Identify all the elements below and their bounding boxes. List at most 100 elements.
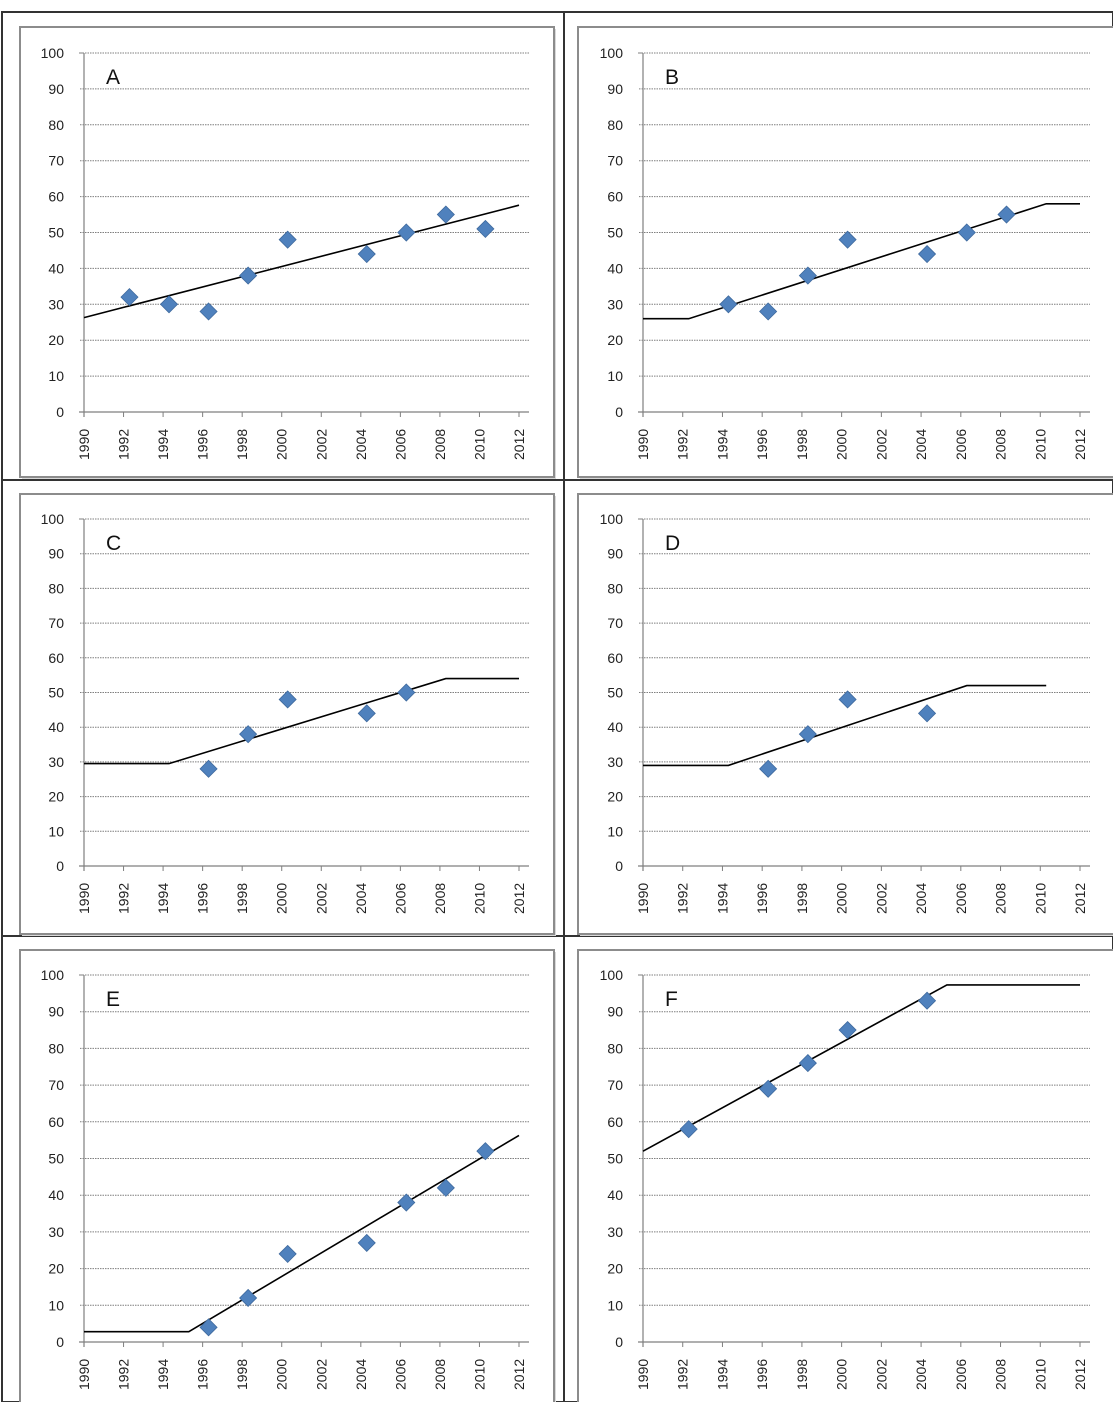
x-tick-label: 2012 [1072, 883, 1088, 914]
x-tick-label: 2000 [274, 1359, 290, 1390]
x-tick-label: 2000 [274, 429, 290, 460]
x-tick-label: 1990 [635, 1359, 651, 1390]
x-tick-label: 1994 [155, 883, 171, 914]
data-point [798, 725, 817, 744]
y-tick-label: 30 [607, 296, 623, 312]
y-tick-label: 20 [48, 1261, 64, 1277]
y-tick-label: 30 [607, 1224, 623, 1240]
panel-box [577, 26, 1113, 478]
x-tick-label: 2002 [313, 1359, 329, 1390]
y-tick-label: 70 [48, 1077, 64, 1093]
data-point [957, 223, 976, 242]
data-point [759, 759, 778, 778]
y-tick-label: 40 [48, 1187, 64, 1203]
data-point [436, 1178, 455, 1197]
y-tick-label: 10 [607, 368, 623, 384]
y-tick-label: 50 [48, 685, 64, 701]
y-tick-label: 60 [48, 650, 64, 666]
data-point [476, 1142, 495, 1161]
y-tick-label: 100 [41, 967, 65, 983]
y-tick-label: 10 [48, 823, 64, 839]
panel-box [19, 26, 555, 478]
y-tick-label: 50 [48, 1151, 64, 1167]
x-tick-label: 1996 [754, 429, 770, 460]
panel-letter: A [106, 66, 120, 89]
x-tick-label: 1990 [76, 1359, 92, 1390]
x-tick-label: 1992 [116, 1359, 132, 1390]
y-tick-label: 60 [607, 189, 623, 205]
y-tick-label: 70 [48, 615, 64, 631]
y-tick-label: 0 [615, 1334, 623, 1350]
y-tick-label: 100 [600, 967, 624, 983]
y-tick-label: 0 [56, 404, 64, 420]
panel-box [577, 949, 1113, 1402]
y-tick-label: 40 [607, 719, 623, 735]
y-tick-label: 10 [607, 823, 623, 839]
x-tick-label: 2004 [913, 883, 929, 914]
y-tick-label: 90 [607, 1004, 623, 1020]
x-tick-label: 1992 [675, 883, 691, 914]
x-tick-label: 1990 [76, 429, 92, 460]
y-tick-label: 20 [607, 332, 623, 348]
y-tick-label: 10 [48, 368, 64, 384]
y-tick-label: 30 [48, 1224, 64, 1240]
panel-e: 0 10 20 30 40 50 60 70 80 90 100 1990 1992 1994 1996 19… [19, 949, 556, 1402]
x-tick-label: 2008 [432, 429, 448, 460]
panel-box [577, 493, 1113, 935]
y-tick-label: 20 [607, 1261, 623, 1277]
x-tick-label: 1996 [195, 1359, 211, 1390]
y-tick-label: 40 [607, 1187, 623, 1203]
x-tick-label: 2002 [313, 429, 329, 460]
y-tick-label: 50 [607, 225, 623, 241]
data-point [719, 295, 738, 314]
x-tick-label: 2004 [353, 883, 369, 914]
y-tick-label: 60 [607, 650, 623, 666]
x-tick-label: 2002 [873, 883, 889, 914]
x-tick-label: 1998 [794, 883, 810, 914]
data-point [917, 244, 937, 264]
data-point [838, 230, 857, 249]
x-tick-label: 2006 [392, 429, 408, 460]
panel-box [19, 493, 555, 935]
x-tick-label: 2008 [432, 883, 448, 914]
x-tick-label: 1992 [116, 429, 132, 460]
y-tick-label: 100 [41, 511, 65, 527]
y-tick-label: 30 [48, 296, 64, 312]
x-tick-label: 2006 [392, 1359, 408, 1390]
x-tick-label: 2002 [313, 883, 329, 914]
x-tick-label: 2008 [432, 1359, 448, 1390]
y-tick-label: 0 [56, 1334, 64, 1350]
panel-letter: B [665, 66, 679, 89]
x-tick-label: 2000 [834, 883, 850, 914]
panel-c: 0 10 20 30 40 50 60 70 80 90 100 1990 1992 1994 1996 19… [19, 493, 556, 936]
x-tick-label: 2010 [1032, 429, 1048, 460]
x-tick-label: 2010 [1032, 883, 1048, 914]
x-tick-label: 1998 [234, 429, 250, 460]
x-tick-label: 1994 [714, 429, 730, 460]
figure-frame [1, 11, 1113, 1402]
y-tick-label: 80 [607, 580, 623, 596]
data-point [759, 1079, 778, 1098]
data-point [239, 725, 258, 744]
x-tick-label: 1996 [754, 1359, 770, 1390]
data-point [397, 683, 416, 702]
data-point [917, 704, 937, 723]
data-point [159, 295, 179, 314]
trend-line [83, 204, 520, 319]
y-tick-label: 20 [607, 789, 623, 805]
x-tick-label: 2010 [471, 429, 487, 460]
y-tick-label: 20 [48, 789, 64, 805]
x-tick-label: 1994 [714, 1359, 730, 1390]
data-point [397, 223, 416, 242]
x-tick-label: 1990 [635, 429, 651, 460]
data-point [397, 1193, 416, 1212]
x-tick-label: 1998 [794, 1359, 810, 1390]
panel-letter: F [665, 988, 678, 1011]
x-tick-label: 2012 [511, 429, 527, 460]
y-tick-label: 60 [607, 1114, 623, 1130]
y-tick-label: 40 [607, 260, 623, 276]
panel-letter: C [106, 532, 121, 555]
data-point [357, 244, 376, 264]
data-point [199, 302, 218, 321]
